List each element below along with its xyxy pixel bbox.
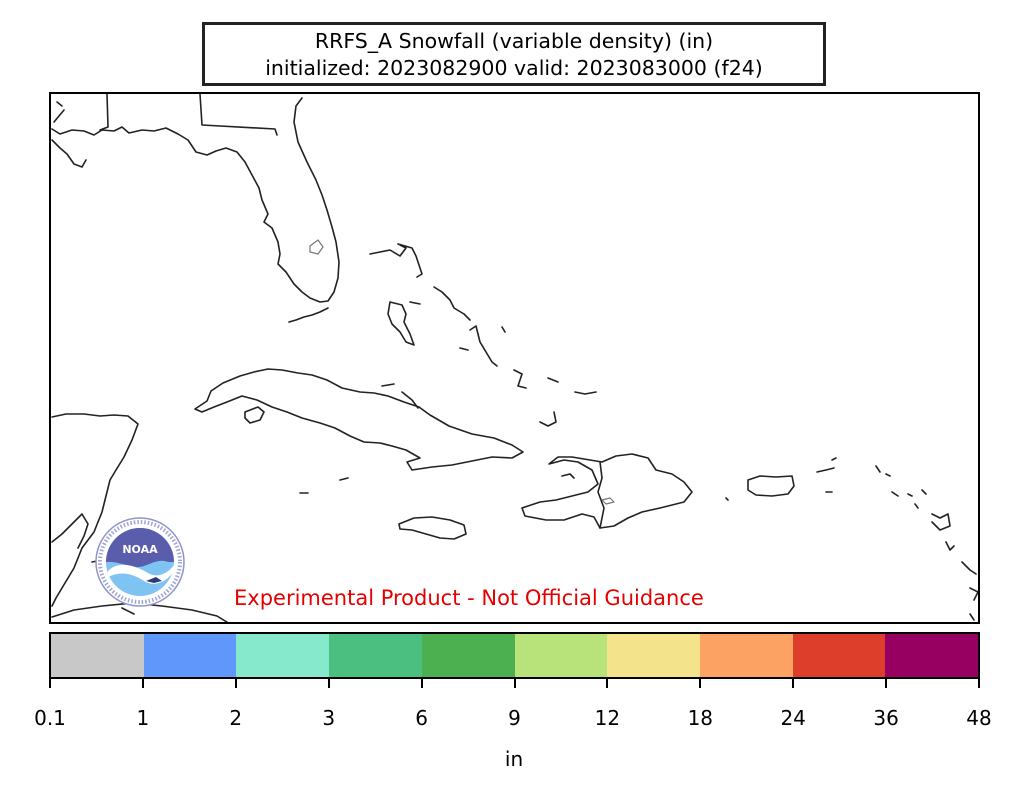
florida-coast (51, 97, 340, 303)
colorbar-tick (234, 679, 237, 688)
bahamas-exuma (469, 325, 498, 367)
map-panel (49, 92, 980, 624)
colorbar-segment (329, 634, 422, 677)
colorbar-segment (885, 634, 979, 677)
colorbar-tick (49, 679, 51, 688)
colorbar-tick-label: 0.1 (34, 706, 66, 730)
colorbar-tick (513, 679, 516, 688)
bahamas-andros (387, 301, 415, 346)
colorbar-tick-label: 12 (594, 706, 621, 730)
cayman-islands (299, 477, 349, 494)
disclaimer-text: Experimental Product - Not Official Guid… (234, 586, 704, 610)
colorbar-tick-label: 6 (415, 706, 428, 730)
hispaniola-coast (521, 453, 693, 529)
haiti-dr-border (597, 461, 605, 529)
colorbar-segment (792, 634, 886, 677)
chart-title-box: RRFS_A Snowfall (variable density) (in) … (202, 22, 826, 86)
lake-enriquillo (601, 497, 615, 505)
florida-keys (288, 307, 329, 323)
colorbar-tick (978, 679, 980, 688)
colorbar-tick (327, 679, 330, 688)
colorbar-segment (514, 634, 608, 677)
title-line-2: initialized: 2023082900 valid: 202308300… (265, 56, 763, 80)
colorbar-tick-label: 18 (687, 706, 714, 730)
colorbar-tick-label: 24 (780, 706, 806, 730)
mona-island (725, 497, 729, 501)
colorbar-tick-label: 2 (229, 706, 243, 730)
lake-okeechobee (309, 239, 324, 255)
bahamas-eleuthera (433, 286, 471, 321)
bahamas-grand (369, 243, 423, 278)
isla-juventud (244, 406, 265, 424)
colorbar-tick-label: 1 (136, 706, 150, 730)
yucatan-coast (51, 413, 139, 607)
colorbar-tick-label: 3 (322, 706, 336, 730)
gonave-island (561, 473, 575, 479)
colorbar-tick-label: 36 (873, 706, 899, 730)
colorbar-tick (699, 679, 702, 688)
cuba-coast (194, 368, 524, 471)
virgin-islands (816, 457, 837, 493)
title-line-1: RRFS_A Snowfall (variable density) (in) (314, 29, 714, 53)
colorbar-segment (143, 634, 237, 677)
colorbar-segment (51, 634, 144, 677)
cuba-cays (381, 383, 419, 409)
colorbar-segment (421, 634, 515, 677)
colorbar-unit-label: in (504, 747, 524, 771)
colorbar-tick (420, 679, 423, 688)
colorbar-tick (606, 679, 609, 688)
lesser-antilles (875, 465, 978, 621)
colorbar (49, 632, 980, 679)
colorbar-tick-label: 9 (508, 706, 521, 730)
colorbar-segment (699, 634, 793, 677)
colorbar-segment (236, 634, 330, 677)
state-border (199, 94, 278, 136)
yucatan-inner-coast (51, 513, 89, 549)
colorbar-tick (885, 679, 888, 688)
noaa-logo-text: NOAA (122, 543, 158, 556)
noaa-logo: NOAA (86, 517, 194, 607)
colorbar-tick (141, 679, 144, 688)
puerto-rico-coast (747, 475, 795, 497)
bahamas-small (409, 301, 597, 427)
colorbar-ticks (49, 679, 980, 689)
jamaica-coast (398, 516, 467, 540)
colorbar-tick (792, 679, 795, 688)
colorbar-segment (607, 634, 700, 677)
gulf-coast-detail (51, 101, 87, 168)
colorbar-tick-label: 48 (966, 706, 992, 730)
state-border (99, 94, 109, 131)
